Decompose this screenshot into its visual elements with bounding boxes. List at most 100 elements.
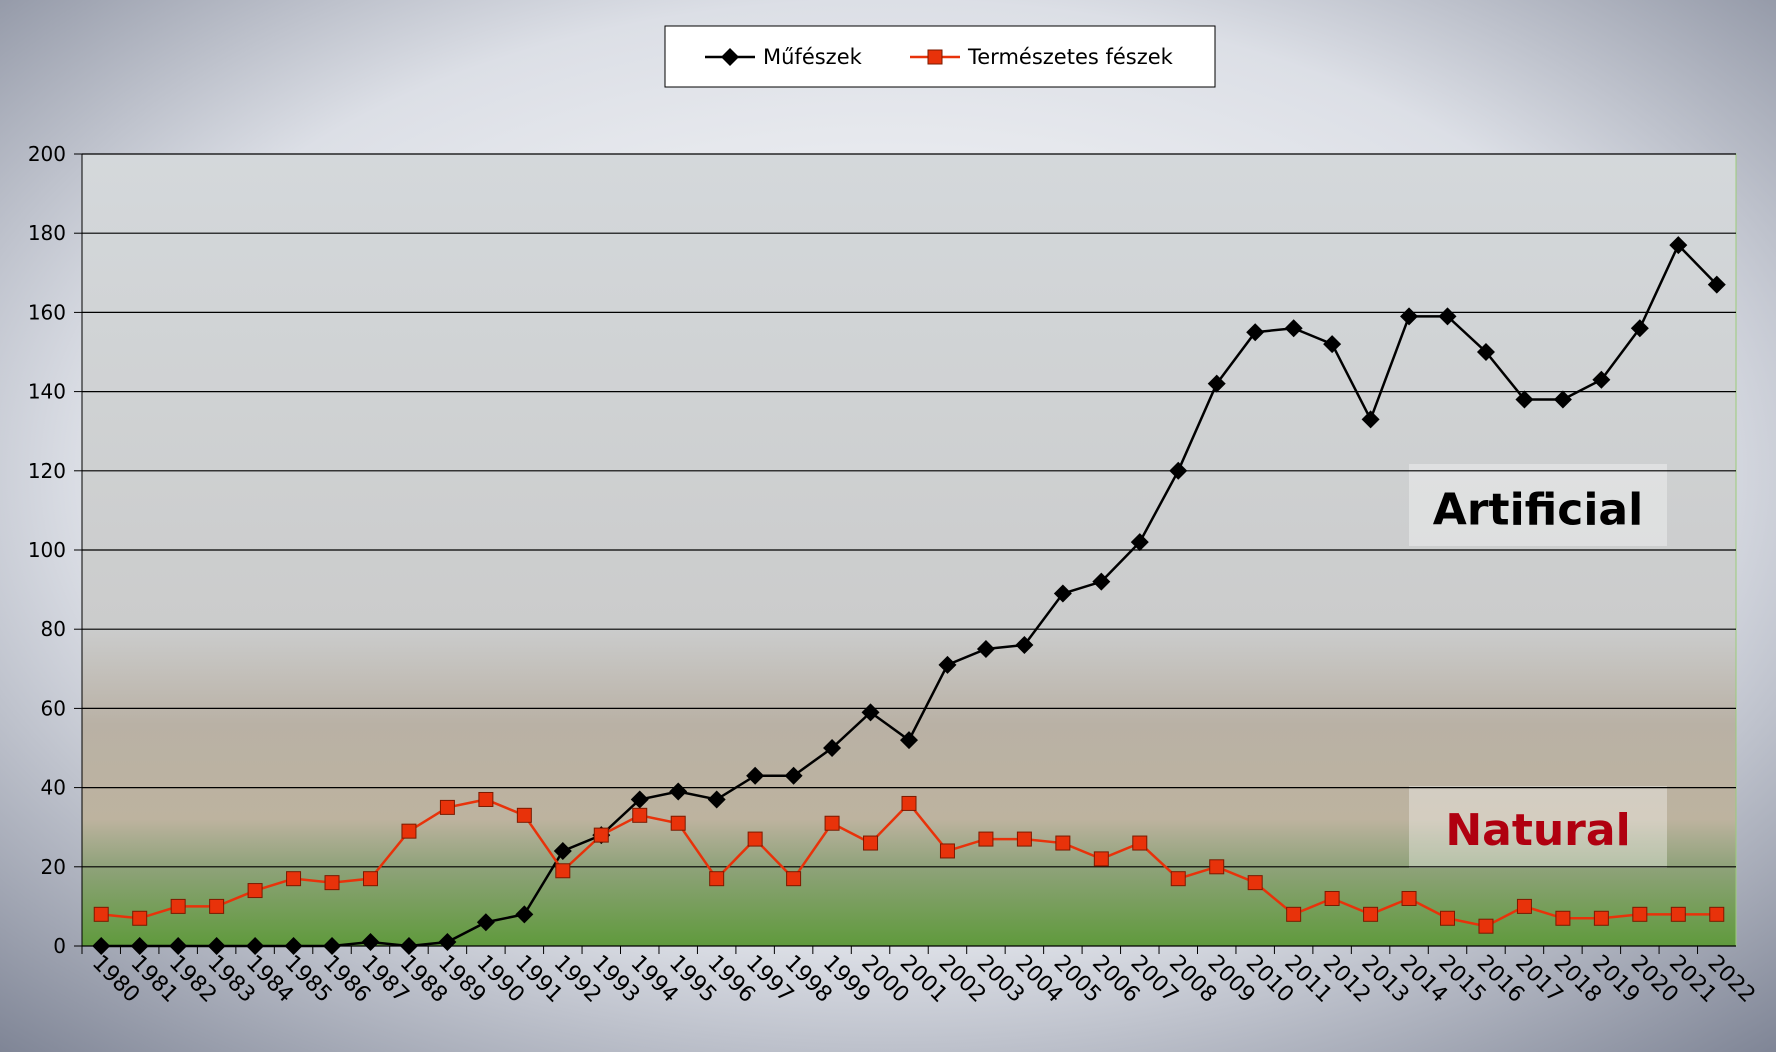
- annotation-box: [1409, 464, 1667, 546]
- point: [709, 871, 725, 887]
- point: [1401, 890, 1417, 906]
- point: [863, 835, 879, 851]
- point: [1670, 906, 1686, 922]
- point: [401, 823, 417, 839]
- point: [1400, 307, 1419, 326]
- y-tick-label: 100: [28, 538, 66, 562]
- y-tick-label: 60: [41, 696, 66, 720]
- point: [170, 898, 186, 914]
- y-tick-label: 0: [53, 934, 66, 958]
- point: [1130, 533, 1149, 552]
- point: [209, 898, 225, 914]
- y-tick-label: 80: [41, 617, 66, 641]
- point: [553, 841, 572, 860]
- y-tick-label: 140: [28, 380, 66, 404]
- point: [1361, 410, 1380, 429]
- point: [361, 933, 380, 952]
- point: [207, 937, 226, 955]
- y-tick-label: 40: [41, 776, 66, 800]
- point: [1515, 390, 1534, 409]
- point: [927, 49, 943, 65]
- point: [132, 910, 148, 926]
- y-tick-label: 20: [41, 855, 66, 879]
- point: [939, 843, 955, 859]
- point: [786, 871, 802, 887]
- point: [1092, 572, 1111, 591]
- point: [438, 933, 457, 952]
- point: [1093, 851, 1109, 867]
- point: [1247, 875, 1263, 891]
- point: [938, 655, 957, 674]
- point: [1015, 636, 1034, 655]
- point: [784, 766, 803, 785]
- point: [593, 827, 609, 843]
- point: [323, 937, 342, 955]
- point: [1630, 319, 1649, 338]
- point: [861, 703, 880, 722]
- point: [439, 799, 455, 815]
- point: [1209, 859, 1225, 875]
- point: [1284, 319, 1303, 338]
- point: [707, 790, 726, 809]
- point: [247, 883, 263, 899]
- point: [130, 937, 149, 955]
- point: [476, 913, 495, 932]
- point: [1286, 906, 1302, 922]
- point: [555, 863, 571, 879]
- point: [1132, 835, 1148, 851]
- point: [669, 782, 688, 801]
- point: [1476, 343, 1495, 361]
- y-tick-label: 160: [28, 300, 66, 324]
- point: [1593, 910, 1609, 926]
- point: [670, 815, 686, 831]
- point: [721, 48, 739, 66]
- point: [1555, 910, 1571, 926]
- point: [284, 937, 303, 955]
- point: [1016, 831, 1032, 847]
- point: [169, 937, 188, 955]
- point: [516, 807, 532, 823]
- point: [515, 905, 534, 924]
- legend-label: Műfészek: [763, 45, 863, 69]
- point: [1707, 275, 1726, 294]
- point: [1053, 584, 1072, 603]
- point: [1055, 835, 1071, 851]
- point: [978, 831, 994, 847]
- point: [246, 937, 265, 955]
- annotation: Artificial: [1433, 484, 1643, 535]
- point: [1207, 374, 1226, 393]
- point: [1169, 461, 1188, 480]
- y-tick-label: 200: [28, 142, 66, 166]
- point: [399, 937, 418, 955]
- point: [1478, 918, 1494, 934]
- annotation-box: [1409, 786, 1667, 868]
- point: [1170, 871, 1186, 887]
- point: [1246, 323, 1265, 342]
- point: [630, 790, 649, 809]
- annotation: Natural: [1445, 805, 1630, 856]
- point: [324, 875, 340, 891]
- point: [1440, 910, 1456, 926]
- legend-label: Természetes fészek: [967, 45, 1174, 69]
- point: [1323, 335, 1342, 354]
- point: [362, 871, 378, 887]
- point: [286, 871, 302, 887]
- point: [1516, 898, 1532, 914]
- y-tick-label: 120: [28, 459, 66, 483]
- point: [1324, 890, 1340, 906]
- y-tick-label: 180: [28, 221, 66, 245]
- point: [1553, 390, 1572, 409]
- point: [632, 807, 648, 823]
- point: [1438, 307, 1457, 326]
- point: [1592, 370, 1611, 389]
- point: [1363, 906, 1379, 922]
- point: [747, 831, 763, 847]
- point: [746, 766, 765, 785]
- point: [1632, 906, 1648, 922]
- point: [478, 791, 494, 807]
- point: [1669, 236, 1688, 255]
- point: [900, 731, 918, 750]
- point: [1709, 906, 1725, 922]
- point: [901, 795, 917, 811]
